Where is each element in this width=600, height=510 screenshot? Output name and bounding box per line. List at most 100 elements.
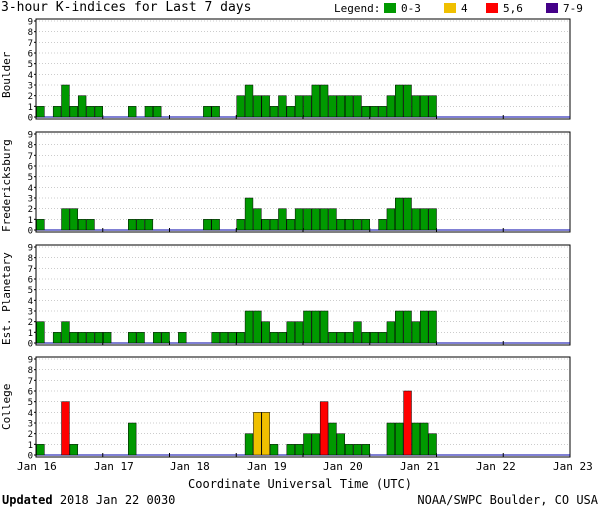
k-index-bar: [303, 208, 312, 231]
k-index-bar: [52, 106, 62, 118]
k-index-bar: [211, 219, 220, 231]
k-index-bar: [261, 412, 270, 456]
k-index-bar: [236, 95, 245, 118]
k-index-bar: [319, 208, 329, 231]
k-index-bar: [403, 197, 412, 231]
k-index-bar: [253, 208, 262, 231]
k-index-bar: [386, 95, 396, 118]
k-index-bar: [244, 197, 254, 231]
k-index-bar: [370, 106, 379, 118]
k-index-bar: [36, 219, 45, 231]
y-tick-label: 8: [28, 28, 33, 38]
k-index-bar: [77, 219, 87, 231]
y-tick-label: 2: [28, 92, 33, 102]
k-index-bar: [328, 208, 337, 231]
y-tick-label: 4: [28, 297, 33, 307]
y-tick-label: 1: [28, 103, 33, 113]
k-index-bar: [386, 422, 396, 456]
updated-value: 2018 Jan 22 0030: [59, 493, 176, 507]
k-index-bar: [128, 106, 137, 118]
x-tick-label: Jan 20: [323, 460, 363, 473]
updated-text: Updated 2018 Jan 22 0030: [2, 493, 175, 507]
k-index-bar: [336, 95, 345, 118]
k-index-bar: [303, 310, 312, 344]
k-index-bar: [236, 332, 245, 344]
k-index-bar: [411, 208, 421, 231]
k-index-bar: [269, 219, 279, 231]
y-tick-label: 1: [28, 329, 33, 339]
k-index-bar: [411, 422, 421, 456]
x-tick-label: Jan 18: [170, 460, 210, 473]
y-tick-label: 9: [28, 131, 33, 141]
y-tick-label: 8: [28, 254, 33, 264]
k-index-bar: [420, 310, 429, 344]
k-index-bar: [253, 310, 262, 344]
y-tick-label: 3: [28, 195, 33, 205]
k-index-bar: [403, 84, 412, 118]
legend-item-0-3: 0-3: [384, 2, 421, 16]
x-tick-label: Jan 21: [400, 460, 440, 473]
k-index-bar: [428, 208, 437, 231]
k-index-bar: [261, 321, 270, 344]
k-index-bar: [286, 106, 295, 118]
y-tick-label: 3: [28, 82, 33, 92]
k-index-bar: [344, 332, 354, 344]
k-index-bar: [77, 332, 87, 344]
y-tick-label: 7: [28, 39, 33, 49]
k-index-bar: [403, 390, 412, 456]
k-index-bar: [286, 219, 295, 231]
y-tick-label: 1: [28, 441, 33, 451]
k-index-bar: [69, 208, 78, 231]
y-tick-label: 6: [28, 388, 33, 398]
k-index-bar: [36, 106, 45, 118]
y-tick-label: 0: [28, 114, 33, 124]
y-tick-label: 5: [28, 398, 33, 408]
k-index-bar: [203, 106, 212, 118]
y-tick-label: 6: [28, 50, 33, 60]
legend-swatch: [486, 3, 498, 13]
y-tick-label: 2: [28, 318, 33, 328]
k-index-bar: [136, 332, 145, 344]
k-index-bar: [253, 412, 262, 456]
y-tick-label: 6: [28, 276, 33, 286]
legend-swatch: [384, 3, 396, 13]
x-tick-label: Jan 19: [247, 460, 287, 473]
k-index-bar: [395, 84, 404, 118]
k-index-bar: [294, 321, 304, 344]
k-index-bar: [244, 84, 254, 118]
y-tick-label: 0: [28, 227, 33, 237]
k-index-bar: [428, 433, 437, 456]
k-index-bar: [144, 106, 154, 118]
k-index-bar: [411, 95, 421, 118]
k-index-bar: [211, 106, 220, 118]
legend-item-label: 5,6: [503, 2, 523, 15]
k-index-bar: [328, 332, 337, 344]
k-index-bar: [344, 95, 354, 118]
updated-label: Updated: [2, 493, 53, 507]
y-tick-label: 9: [28, 356, 33, 366]
y-tick-label: 2: [28, 205, 33, 215]
k-index-bar: [311, 310, 320, 344]
k-index-bar: [319, 310, 329, 344]
x-tick-label: Jan 16: [17, 460, 57, 473]
k-index-bar: [319, 84, 329, 118]
k-index-bar: [294, 444, 304, 456]
y-tick-label: 2: [28, 430, 33, 440]
source-credit: NOAA/SWPC Boulder, CO USA: [417, 493, 598, 507]
k-index-bar: [278, 332, 287, 344]
x-tick-label: Jan 17: [94, 460, 134, 473]
legend-label: Legend:: [334, 2, 381, 15]
k-index-bar: [336, 332, 345, 344]
k-index-bar: [420, 95, 429, 118]
k-index-bar: [69, 106, 78, 118]
legend-item-4: 4: [444, 2, 468, 16]
k-index-bar: [161, 332, 170, 344]
k-index-bar: [344, 219, 354, 231]
k-index-bar: [128, 219, 137, 231]
k-index-bar: [153, 106, 162, 118]
k-index-bar: [178, 332, 187, 344]
x-tick-label: Jan 22: [476, 460, 516, 473]
y-tick-label: 5: [28, 173, 33, 183]
k-index-bar: [311, 208, 320, 231]
y-tick-label: 9: [28, 244, 33, 254]
